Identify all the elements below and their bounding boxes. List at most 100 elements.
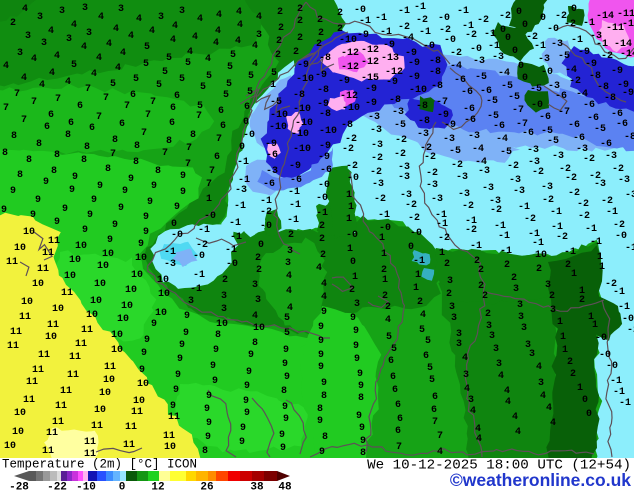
svg-text:6: 6 [218,106,224,117]
svg-text:0: 0 [571,4,577,15]
svg-text:4: 4 [39,80,45,91]
svg-text:9: 9 [282,402,288,413]
svg-text:7: 7 [3,103,9,114]
svg-text:4: 4 [321,279,327,290]
svg-text:5: 5 [425,336,431,347]
svg-text:-6: -6 [266,150,278,161]
svg-text:-9: -9 [408,58,420,69]
svg-text:10: 10 [12,427,24,438]
svg-text:1: 1 [348,202,354,213]
svg-text:-1: -1 [551,222,563,233]
svg-text:-2: -2 [526,32,538,43]
svg-text:-3: -3 [164,259,176,270]
svg-text:-1: -1 [375,13,387,24]
svg-text:11: 11 [37,264,49,275]
svg-text:4: 4 [256,12,262,23]
svg-text:9: 9 [30,210,36,221]
svg-text:-1: -1 [462,21,474,32]
svg-text:-10: -10 [342,103,360,114]
svg-text:-1: -1 [288,187,300,198]
svg-text:4: 4 [550,418,556,429]
svg-text:-5: -5 [541,126,553,137]
svg-text:-6: -6 [583,100,595,111]
svg-text:3: 3 [354,299,360,310]
svg-text:7: 7 [110,149,116,160]
svg-text:4: 4 [321,292,327,303]
svg-text:-2: -2 [424,152,436,163]
svg-text:-2: -2 [370,167,382,178]
svg-text:4: 4 [3,61,9,72]
svg-text:11: 11 [131,407,143,418]
svg-text:-3: -3 [528,157,540,168]
svg-text:-2: -2 [556,232,568,243]
svg-text:-5: -5 [508,92,520,103]
svg-text:-9: -9 [611,66,623,77]
svg-text:©weatheronline.co.uk: ©weatheronline.co.uk [450,470,631,490]
svg-text:-7: -7 [558,107,570,118]
svg-text:-3: -3 [594,179,606,190]
svg-text:-1: -1 [164,247,176,258]
svg-text:2: 2 [319,221,325,232]
svg-text:9: 9 [353,326,359,337]
svg-text:-8: -8 [429,56,441,67]
svg-text:1: 1 [562,345,568,356]
svg-text:-10: -10 [296,74,314,85]
svg-text:-3: -3 [618,175,630,186]
svg-text:-2: -2 [542,195,554,206]
svg-text:-2: -2 [342,144,354,155]
svg-text:-0: -0 [423,41,435,52]
svg-text:-1: -1 [484,29,496,40]
svg-text:3: 3 [513,284,519,295]
svg-text:5: 5 [110,79,116,90]
svg-text:11: 11 [42,446,54,457]
svg-text:-28: -28 [9,482,29,490]
svg-text:-1: -1 [498,231,510,242]
svg-text:6: 6 [174,91,180,102]
svg-text:-6: -6 [464,115,476,126]
svg-text:10: 10 [32,279,44,290]
svg-text:-1: -1 [571,35,583,46]
svg-text:-0: -0 [354,5,366,16]
svg-text:11: 11 [104,362,116,373]
svg-text:3: 3 [17,48,23,59]
svg-text:-3: -3 [443,134,455,145]
svg-text:2: 2 [474,256,480,267]
svg-text:3: 3 [252,280,258,291]
svg-text:6: 6 [77,101,83,112]
svg-text:-0: -0 [595,333,607,344]
svg-text:9: 9 [357,369,363,380]
svg-text:10: 10 [133,396,145,407]
svg-text:-8: -8 [624,132,634,143]
svg-text:Temperature (2m) [°C] ICON: Temperature (2m) [°C] ICON [2,458,197,472]
svg-text:3: 3 [538,378,544,389]
svg-text:0: 0 [522,73,528,84]
svg-text:4: 4 [213,38,219,49]
svg-text:9: 9 [69,185,75,196]
svg-text:7: 7 [145,110,151,121]
svg-text:-1: -1 [606,207,618,218]
svg-text:7: 7 [31,97,37,108]
svg-text:10: 10 [103,375,115,386]
svg-text:-0: -0 [606,361,618,372]
svg-text:-3: -3 [368,112,380,123]
svg-text:0: 0 [243,117,249,128]
svg-text:10: 10 [164,442,176,453]
svg-text:-1: -1 [618,302,630,313]
svg-text:9: 9 [354,354,360,365]
svg-text:8: 8 [317,404,323,415]
svg-text:7: 7 [150,97,156,108]
svg-text:6: 6 [68,118,74,129]
svg-text:-0: -0 [379,223,391,234]
svg-text:-10: -10 [319,126,337,137]
svg-text:3: 3 [468,395,474,406]
svg-text:-1: -1 [585,224,597,235]
svg-text:9: 9 [358,381,364,392]
svg-text:8: 8 [112,135,118,146]
svg-text:0: 0 [239,142,245,153]
svg-text:9: 9 [318,322,324,333]
svg-text:-7: -7 [436,97,448,108]
svg-text:-9: -9 [315,70,327,81]
svg-text:9: 9 [184,311,190,322]
svg-text:0: 0 [582,395,588,406]
svg-text:10: 10 [21,297,33,308]
